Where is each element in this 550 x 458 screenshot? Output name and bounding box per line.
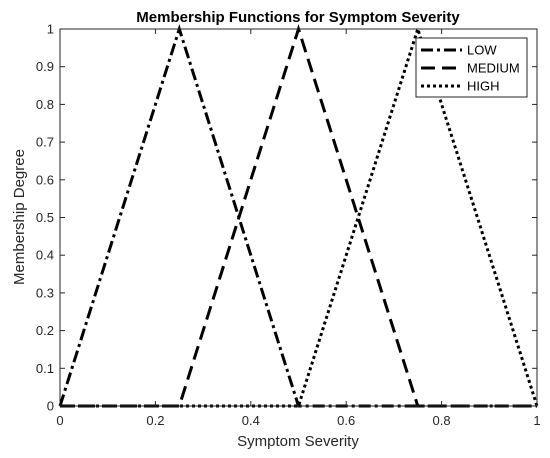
x-tick-label: 0: [56, 413, 63, 428]
x-tick-label: 0.6: [337, 413, 355, 428]
y-axis-title: Membership Degree: [11, 149, 28, 285]
x-tick-label: 0.4: [242, 413, 260, 428]
x-tick-label: 0.2: [146, 413, 164, 428]
legend: LOW MEDIUM HIGH: [415, 37, 528, 98]
chart-title: Membership Functions for Symptom Severit…: [136, 9, 460, 26]
x-tick-label: 1: [533, 413, 540, 428]
y-tick-label: 0.9: [36, 59, 54, 74]
y-tick-label: 0.6: [36, 172, 54, 187]
y-tick-label: 1: [47, 22, 54, 37]
plot-frame: [59, 28, 538, 407]
legend-label-high: HIGH: [467, 79, 500, 94]
x-axis-title: Symptom Severity: [237, 433, 359, 450]
axes-layer: 0 0.2 0.4 0.6 0.8 1 0 0.1 0.2 0.3 0.4 0.5 0.6 0.7 0.8 0…: [36, 22, 541, 429]
y-tick-label: 0.7: [36, 135, 54, 150]
y-tick-label: 0.8: [36, 97, 54, 112]
x-tick-label: 0.8: [433, 413, 451, 428]
y-tick-label: 0: [47, 399, 54, 414]
legend-label-medium: MEDIUM: [467, 61, 520, 76]
y-tick-label: 0.5: [36, 210, 54, 225]
y-tick-label: 0.1: [36, 361, 54, 376]
legend-label-low: LOW: [467, 43, 497, 58]
y-tick-label: 0.2: [36, 323, 54, 338]
y-tick-label: 0.4: [36, 248, 54, 263]
y-tick-label: 0.3: [36, 285, 54, 300]
